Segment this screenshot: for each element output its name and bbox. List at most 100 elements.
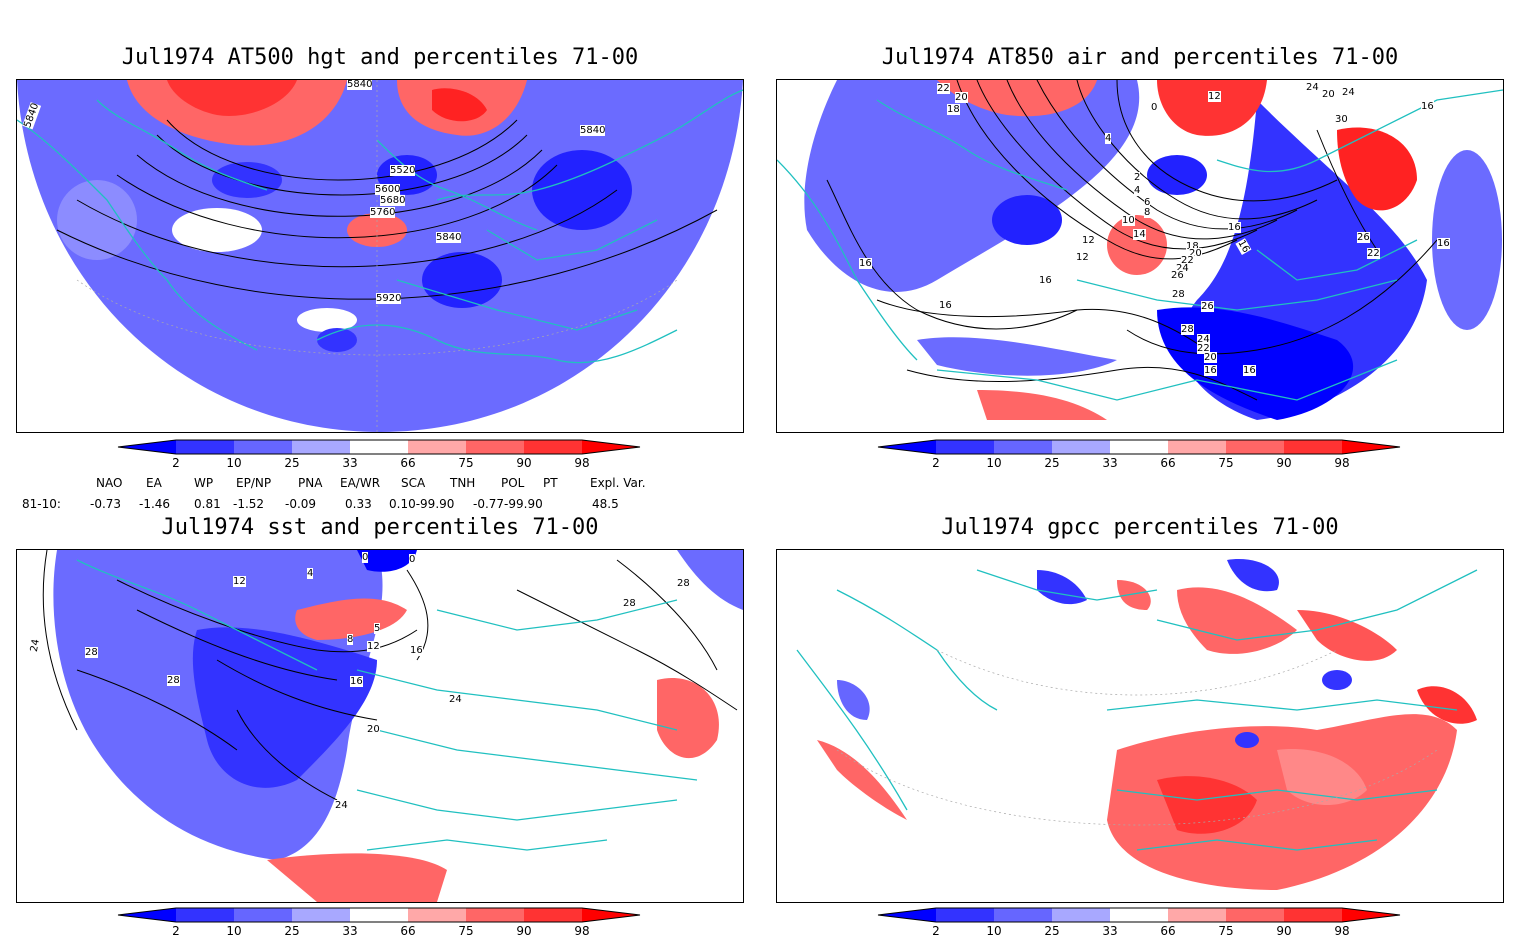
contour-label: 24	[1176, 263, 1189, 274]
contour-label: 8	[347, 634, 354, 645]
colorbar-swatches	[877, 907, 1401, 923]
contour-label: 0	[362, 552, 369, 563]
colorbar-label: 2	[172, 456, 180, 470]
contour-label: 26	[1201, 301, 1214, 312]
contour-label: 10	[1122, 215, 1135, 226]
colorbar-label: 90	[516, 924, 531, 938]
colorbar-swatches	[117, 439, 641, 455]
colorbar-label: 66	[400, 456, 415, 470]
contour-label: 16	[410, 645, 423, 656]
colorbar-label: 33	[1102, 456, 1117, 470]
index-value: -1.46	[139, 497, 171, 511]
contour-label: 5840	[580, 125, 606, 136]
index-row-label: 81-10:	[22, 497, 61, 511]
colorbar-label: 98	[574, 456, 589, 470]
contour-label: 5840	[347, 79, 373, 90]
contour-label: 4	[1105, 133, 1112, 144]
index-value: -1.52	[233, 497, 265, 511]
colorbar-label: 75	[1218, 924, 1233, 938]
contour-label: 16	[1437, 238, 1450, 249]
colorbar-hgt500: 2 10 25 33 66 75 90 98	[117, 439, 641, 470]
contour-label: 16	[939, 300, 952, 311]
index-header: EP/NP	[236, 476, 272, 490]
contour-label: 16	[1039, 275, 1052, 286]
contour-label: 4	[1134, 185, 1141, 196]
contour-label: 18	[947, 104, 960, 115]
colorbar-label: 66	[1160, 924, 1175, 938]
index-header: EA/WR	[340, 476, 381, 490]
colorbar-label: 90	[516, 456, 531, 470]
index-value: -0.09	[285, 497, 317, 511]
index-header: PNA	[298, 476, 323, 490]
index-header: EA	[146, 476, 162, 490]
contour-label: 0	[409, 554, 416, 565]
colorbar-label: 33	[1102, 924, 1117, 938]
map-gpcc	[776, 549, 1504, 903]
contour-label: 28	[623, 598, 636, 609]
contour-label: 20	[1322, 89, 1335, 100]
contour-label: 26	[1171, 270, 1184, 281]
colorbar-label: 33	[342, 456, 357, 470]
index-value: 48.5	[592, 497, 619, 511]
contour-label: 2	[1134, 172, 1141, 183]
colorbar-label: 10	[986, 456, 1001, 470]
colorbar-gpcc: 2 10 25 33 66 75 90 98	[877, 907, 1401, 938]
contour-label: 16	[1204, 365, 1217, 376]
colorbar-label: 2	[932, 456, 940, 470]
panel-title-hgt500: Jul1974 AT500 hgt and percentiles 71-00	[121, 45, 639, 70]
index-value: 0.10-99.90	[389, 497, 455, 511]
contour-label: 22	[1367, 248, 1380, 259]
contour-label: 28	[1172, 289, 1185, 300]
contour-label: 28	[1181, 324, 1194, 335]
contour-label: 28	[677, 578, 690, 589]
contour-label: 5760	[370, 207, 396, 218]
contour-label: 20	[1189, 248, 1202, 259]
contour-label: 0	[1151, 102, 1158, 113]
contour-label: 28	[167, 675, 180, 686]
contour-label: 8	[1144, 207, 1151, 218]
contour-label: 5520	[390, 165, 416, 176]
colorbar-label: 2	[932, 924, 940, 938]
panel-title-gpcc: Jul1974 gpcc percentiles 71-00	[941, 515, 1339, 540]
contour-label: 24	[335, 800, 348, 811]
colorbar-label: 10	[226, 924, 241, 938]
contour-label: 12	[233, 576, 246, 587]
colorbar-label: 10	[226, 456, 241, 470]
colorbar-label: 66	[1160, 456, 1175, 470]
colorbar-label: 90	[1276, 924, 1291, 938]
colorbar-label: 98	[1334, 924, 1349, 938]
contour-label: 18	[1186, 241, 1199, 252]
map-hgt500: 5840 5840 5840 5520 5600 5680 5760 5840 …	[16, 79, 744, 433]
contour-label: 12	[1076, 252, 1089, 263]
contour-label: 5	[374, 623, 381, 634]
index-value: 0.81	[194, 497, 221, 511]
colorbar-label: 66	[400, 924, 415, 938]
contour-label: 5920	[376, 293, 402, 304]
contour-label: 20	[955, 92, 968, 103]
index-value: -0.77-99.90	[473, 497, 543, 511]
colorbar-label: 25	[1044, 456, 1059, 470]
contour-label: 24	[1197, 334, 1210, 345]
contour-label: 26	[1357, 232, 1370, 243]
colorbar-swatches	[877, 439, 1401, 455]
contour-label: 28	[85, 647, 98, 658]
contour-label: 16	[1243, 365, 1256, 376]
contour-label: 16	[350, 676, 363, 687]
colorbar-label: 75	[1218, 456, 1233, 470]
map-sst: 0 4 0 12 8 5 12 16 16 20 24 24 28 28 28 …	[16, 549, 744, 903]
index-header: POL	[501, 476, 525, 490]
contour-label: 30	[1335, 114, 1348, 125]
contour-label: 22	[1181, 255, 1194, 266]
contour-label: 16	[1228, 222, 1241, 233]
contour-label: 6	[1144, 197, 1151, 208]
colorbar-sst: 2 10 25 33 66 75 90 98	[117, 907, 641, 938]
index-header: PT	[543, 476, 558, 490]
colorbar-air850: 2 10 25 33 66 75 90 98	[877, 439, 1401, 470]
contour-label: 22	[1197, 343, 1210, 354]
colorbar-label: 25	[1044, 924, 1059, 938]
index-header: NAO	[96, 476, 123, 490]
contour-label: 12	[367, 641, 380, 652]
contour-label: 16	[859, 258, 872, 269]
colorbar-label: 75	[458, 924, 473, 938]
contour-label: 24	[1306, 82, 1319, 93]
